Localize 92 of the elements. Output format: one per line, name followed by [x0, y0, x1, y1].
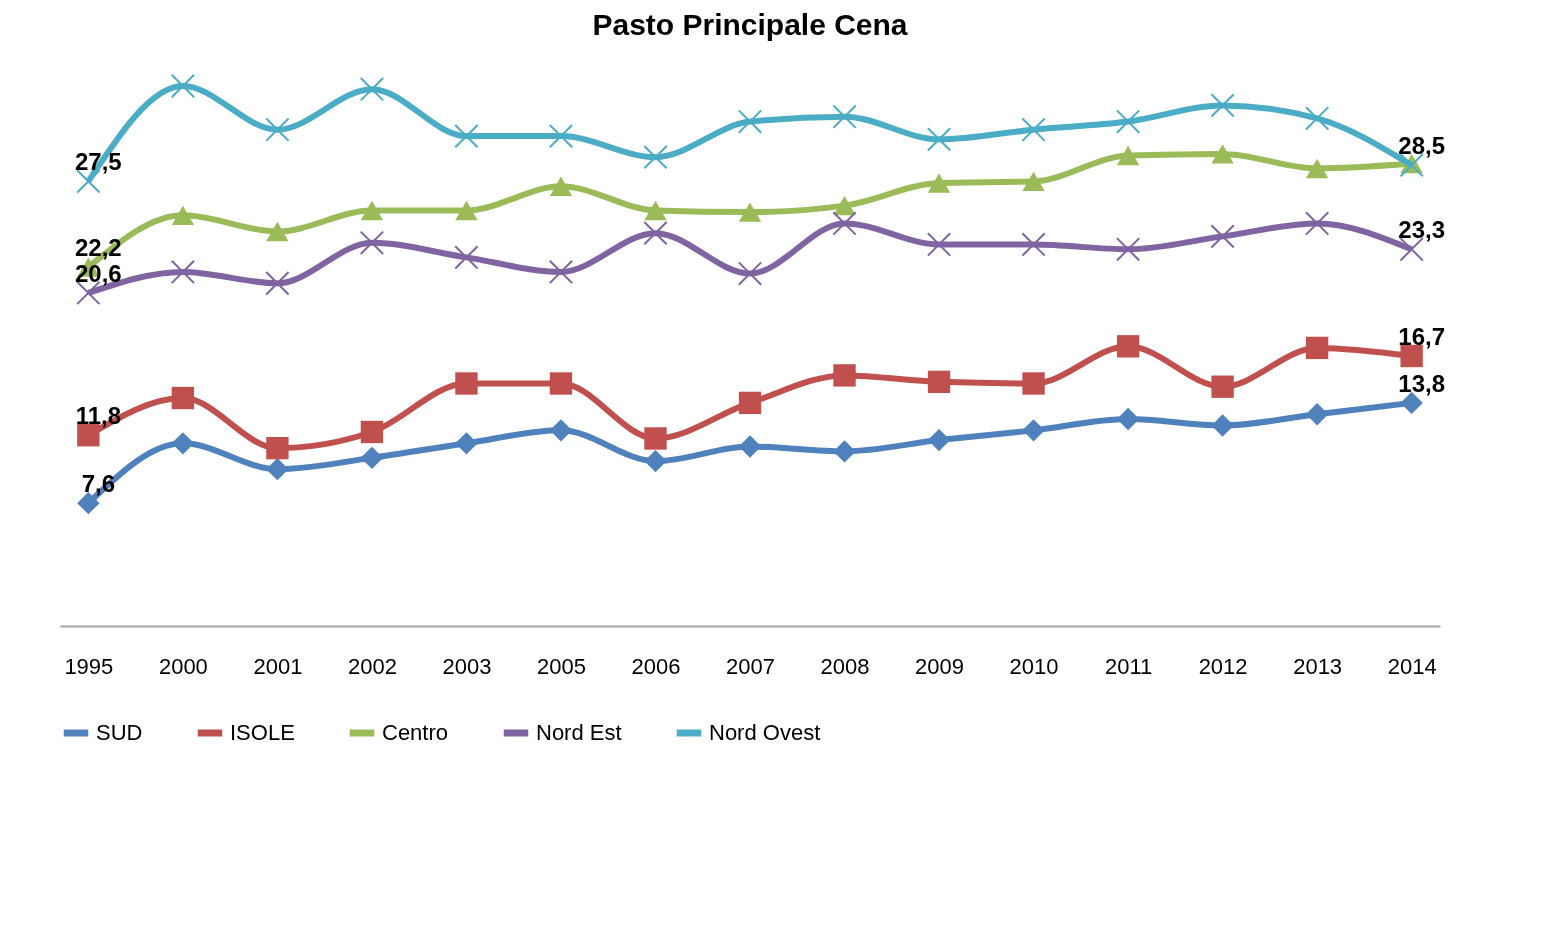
point	[1021, 232, 1046, 257]
point	[1116, 145, 1140, 166]
point	[454, 245, 479, 270]
point	[927, 173, 951, 193]
x-tick-label: 2001	[253, 653, 303, 679]
point	[1305, 158, 1329, 179]
data-label: 20,6	[75, 259, 122, 287]
point	[926, 127, 952, 152]
point	[643, 144, 668, 170]
chart-title: Pasto Principale Cena	[592, 7, 908, 41]
point	[644, 449, 667, 473]
point	[737, 261, 763, 286]
point	[170, 73, 196, 99]
legend-label: Nord Est	[536, 720, 622, 745]
x-tick-label: 2007	[726, 653, 775, 679]
point	[1210, 93, 1235, 118]
point	[266, 221, 289, 242]
point	[833, 440, 856, 463]
point	[265, 117, 290, 142]
x-tick-label: 2002	[347, 653, 397, 679]
point	[644, 427, 667, 450]
point	[833, 364, 856, 387]
x-tick-label: 2000	[158, 653, 208, 679]
point	[549, 372, 573, 395]
point	[1021, 117, 1046, 142]
data-label: 11,8	[75, 402, 122, 430]
data-label: 23,3	[1398, 216, 1445, 244]
legend-label: Nord Ovest	[709, 720, 821, 745]
point	[265, 271, 290, 296]
point	[360, 446, 384, 470]
point	[360, 420, 384, 444]
point	[927, 428, 951, 452]
point	[171, 386, 195, 410]
x-tick-label: 2003	[442, 653, 492, 679]
point	[454, 123, 479, 149]
point	[455, 432, 478, 455]
x-tick-label: 2014	[1387, 653, 1437, 679]
data-label: 13,8	[1398, 369, 1445, 397]
point	[833, 195, 856, 216]
point	[548, 123, 574, 149]
point	[455, 372, 478, 395]
point	[1210, 224, 1235, 249]
point	[170, 259, 196, 285]
point	[1211, 414, 1234, 437]
point	[1305, 403, 1329, 426]
point	[832, 104, 857, 129]
x-tick-label: 2012	[1198, 653, 1248, 679]
x-tick-label: 2013	[1293, 653, 1343, 679]
point	[455, 200, 478, 221]
point	[832, 211, 857, 236]
point	[926, 232, 952, 257]
point	[360, 200, 384, 221]
point	[548, 259, 574, 285]
point	[266, 436, 289, 460]
point	[1115, 237, 1141, 262]
point	[1304, 106, 1330, 131]
point	[738, 435, 762, 458]
x-tick-label: 2006	[631, 653, 681, 679]
point	[643, 220, 668, 246]
point	[266, 457, 289, 481]
point	[1022, 419, 1045, 442]
point	[738, 391, 762, 415]
point	[1022, 171, 1045, 192]
point	[1211, 144, 1234, 164]
legend-label: Centro	[382, 720, 449, 745]
x-tick-label: 2005	[536, 653, 586, 679]
point	[1304, 211, 1330, 236]
point	[644, 200, 667, 221]
x-tick-label: 2010	[1009, 653, 1059, 679]
x-tick-label: 1995	[64, 653, 114, 679]
point	[737, 109, 763, 134]
point	[738, 202, 762, 222]
point	[171, 205, 195, 226]
point	[1116, 335, 1140, 358]
point	[927, 370, 951, 394]
point	[1022, 372, 1045, 395]
point	[1116, 407, 1140, 431]
x-tick-label: 2011	[1104, 653, 1153, 679]
data-label: 28,5	[1398, 132, 1445, 160]
data-label: 16,7	[1398, 323, 1445, 350]
point	[549, 419, 573, 442]
legend-label: SUD	[96, 720, 143, 745]
x-tick-label: 2008	[820, 653, 870, 679]
point	[1305, 336, 1329, 360]
point	[1211, 375, 1234, 398]
x-tick-label: 2009	[915, 653, 965, 679]
point	[171, 432, 195, 455]
point	[549, 176, 573, 196]
point	[359, 77, 385, 102]
point	[1115, 109, 1141, 134]
point	[359, 230, 385, 256]
legend-label: ISOLE	[230, 720, 295, 745]
